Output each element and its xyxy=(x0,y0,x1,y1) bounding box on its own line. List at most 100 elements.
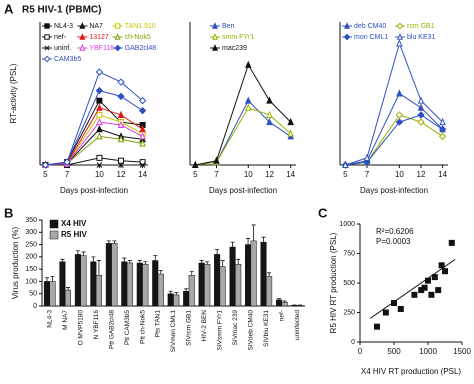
y-axis-label: Virus production (%) xyxy=(11,227,20,300)
legend-label: deb CM40 xyxy=(354,23,386,30)
point xyxy=(139,162,146,168)
legend-label: NL4-3 xyxy=(54,23,73,30)
legend-label: mac239 xyxy=(222,45,247,52)
bar xyxy=(157,273,164,307)
x-tick-label: 10 xyxy=(95,170,104,179)
error-bar xyxy=(277,298,282,300)
bar xyxy=(245,244,252,307)
bar xyxy=(59,261,66,307)
point xyxy=(421,284,428,291)
y-axis-label: R5 HIV RT production (PSL) xyxy=(329,232,338,333)
x-tick-label: 12 xyxy=(117,170,126,179)
legend-label: YBF116 xyxy=(89,45,114,52)
error-bar xyxy=(158,269,163,275)
x-tick-label: uninfected xyxy=(294,310,301,340)
legend-label: NA7 xyxy=(89,23,103,30)
bar xyxy=(173,294,180,307)
error-bar xyxy=(153,255,158,261)
y-tick-label: 0 xyxy=(33,303,37,310)
error-bar xyxy=(251,224,256,241)
error-bar xyxy=(96,260,101,276)
legend-marker xyxy=(79,22,86,29)
bar xyxy=(43,281,50,307)
x-axis-label: X4 HIV RT production (PSL) xyxy=(361,367,462,376)
bar xyxy=(95,275,102,307)
legend-marker xyxy=(343,33,351,41)
error-bar xyxy=(174,292,179,295)
point xyxy=(374,323,380,330)
error-bar xyxy=(282,300,287,303)
point xyxy=(117,120,125,128)
error-bar xyxy=(199,260,204,263)
legend-label: ch-Nok5 xyxy=(125,34,151,41)
y-tick-label: 750 xyxy=(343,250,355,257)
point xyxy=(96,132,103,140)
bar xyxy=(214,254,221,307)
series-line xyxy=(345,114,443,166)
error-bar xyxy=(60,258,65,262)
bar xyxy=(90,261,97,307)
point xyxy=(139,125,146,133)
error-bar xyxy=(50,276,55,282)
point xyxy=(439,117,446,126)
y-tick-label: 300 xyxy=(25,229,37,236)
error-bar xyxy=(127,260,132,263)
legend-marker xyxy=(114,44,122,52)
error-bar xyxy=(143,261,148,265)
x-tick-label: SIVdeb CM40 xyxy=(248,310,255,351)
point xyxy=(428,291,435,298)
y-tick-label: 200 xyxy=(25,254,37,261)
x-tick-label: Ptt ch-Nok5 xyxy=(139,310,146,344)
point xyxy=(96,154,103,161)
error-bar xyxy=(44,277,49,282)
error-bar xyxy=(168,290,173,294)
error-bar xyxy=(230,241,235,248)
bar xyxy=(49,281,56,307)
legend-marker xyxy=(212,33,218,40)
series-line xyxy=(45,114,143,166)
x-tick-label: 7 xyxy=(65,170,70,179)
legend-label: X4 HIV xyxy=(61,219,87,228)
x-tick-label: Ptt CAM3b5 xyxy=(124,310,131,345)
error-bar xyxy=(220,260,225,267)
x-tick-label: Pts TAN1 xyxy=(155,310,162,338)
bar xyxy=(260,241,267,307)
legend-marker xyxy=(43,55,51,63)
bar xyxy=(167,293,174,307)
point xyxy=(442,268,448,275)
point xyxy=(266,110,273,118)
error-bar xyxy=(112,240,117,244)
legend-marker xyxy=(396,22,404,30)
point xyxy=(431,274,438,281)
error-bar xyxy=(106,240,111,244)
legend-swatch xyxy=(49,230,59,240)
legend-marker xyxy=(44,34,50,40)
x-tick-label: Ptt GAB2cl48 xyxy=(108,310,115,349)
bar xyxy=(64,289,72,307)
legend-label: mon CML1 xyxy=(354,34,388,41)
x-tick-label: 12 xyxy=(265,170,274,179)
bar xyxy=(80,255,87,307)
panel-label: A xyxy=(4,1,14,16)
point xyxy=(382,309,389,316)
point xyxy=(411,291,418,298)
bar xyxy=(111,243,118,307)
y-tick-label: 150 xyxy=(25,266,37,273)
point xyxy=(395,118,404,126)
series-line xyxy=(195,107,292,166)
x-tick-label: SIVblu KE31 xyxy=(263,310,270,347)
y-tick-label: 50 xyxy=(29,291,37,298)
point xyxy=(438,262,445,269)
y-tick-label: 350 xyxy=(25,217,37,224)
legend-marker xyxy=(79,33,86,40)
bar xyxy=(188,275,195,307)
point xyxy=(96,125,103,133)
x-tick-label: 10 xyxy=(244,170,253,179)
point xyxy=(138,106,147,115)
error-bar xyxy=(81,251,86,256)
error-bar xyxy=(65,287,70,291)
point xyxy=(117,110,125,118)
x-tick-label: 1000 xyxy=(419,347,437,356)
series-line xyxy=(45,107,143,166)
bar xyxy=(275,299,283,307)
